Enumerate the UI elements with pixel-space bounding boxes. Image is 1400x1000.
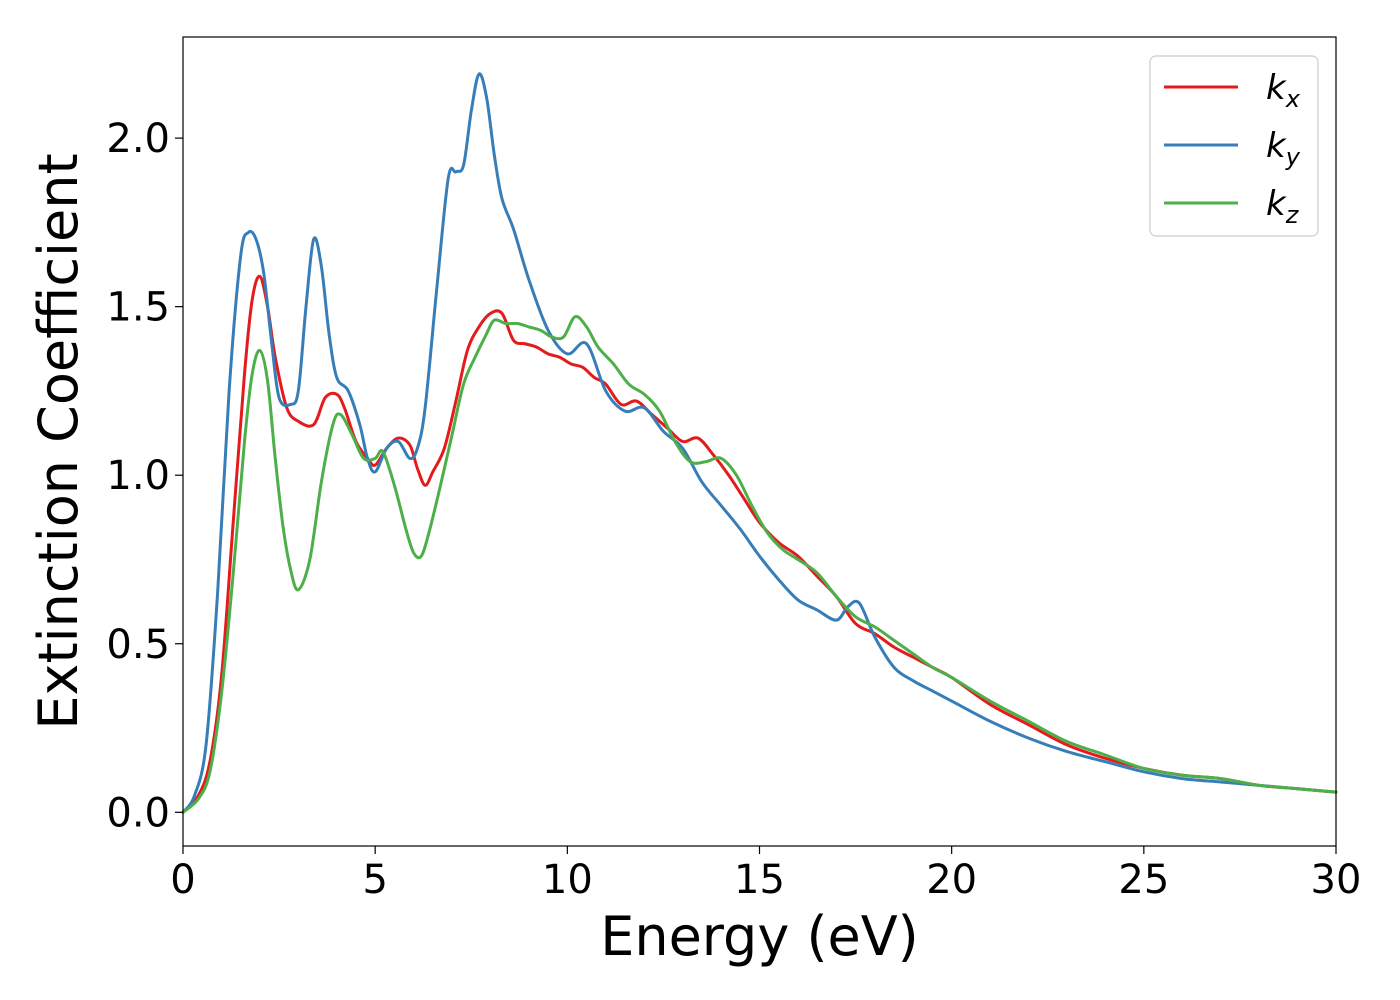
x-tick-label: 30: [1311, 857, 1362, 903]
x-tick-label: 25: [1118, 857, 1169, 903]
y-tick-label: 0.5: [106, 622, 170, 668]
series-layer: [181, 72, 1338, 814]
series-line-ky: [181, 72, 1338, 814]
x-axis-title: Energy (eV): [600, 905, 919, 968]
legend: kx ky kz: [1149, 55, 1319, 237]
series-line-kx: [181, 274, 1338, 814]
y-tick-label: 0.0: [106, 790, 170, 836]
y-axis-ticks: 0.0 0.5 1.0 1.5 2.0: [106, 116, 183, 836]
legend-label: kz: [1266, 184, 1300, 229]
series-line-kz: [181, 315, 1338, 814]
y-axis-title: Extinction Coefficient: [27, 153, 90, 729]
legend-label: kx: [1266, 68, 1301, 113]
x-tick-label: 0: [170, 857, 195, 903]
x-axis-ticks: 0 5 10 15 20 25 30: [170, 846, 1361, 903]
y-tick-label: 1.5: [106, 285, 170, 331]
x-tick-label: 10: [542, 857, 593, 903]
x-tick-label: 15: [734, 857, 785, 903]
y-tick-label: 2.0: [106, 116, 170, 162]
legend-label: ky: [1266, 126, 1301, 171]
x-tick-label: 20: [926, 857, 977, 903]
x-tick-label: 5: [362, 857, 387, 903]
plot-background: [183, 37, 1336, 846]
y-tick-label: 1.0: [106, 453, 170, 499]
